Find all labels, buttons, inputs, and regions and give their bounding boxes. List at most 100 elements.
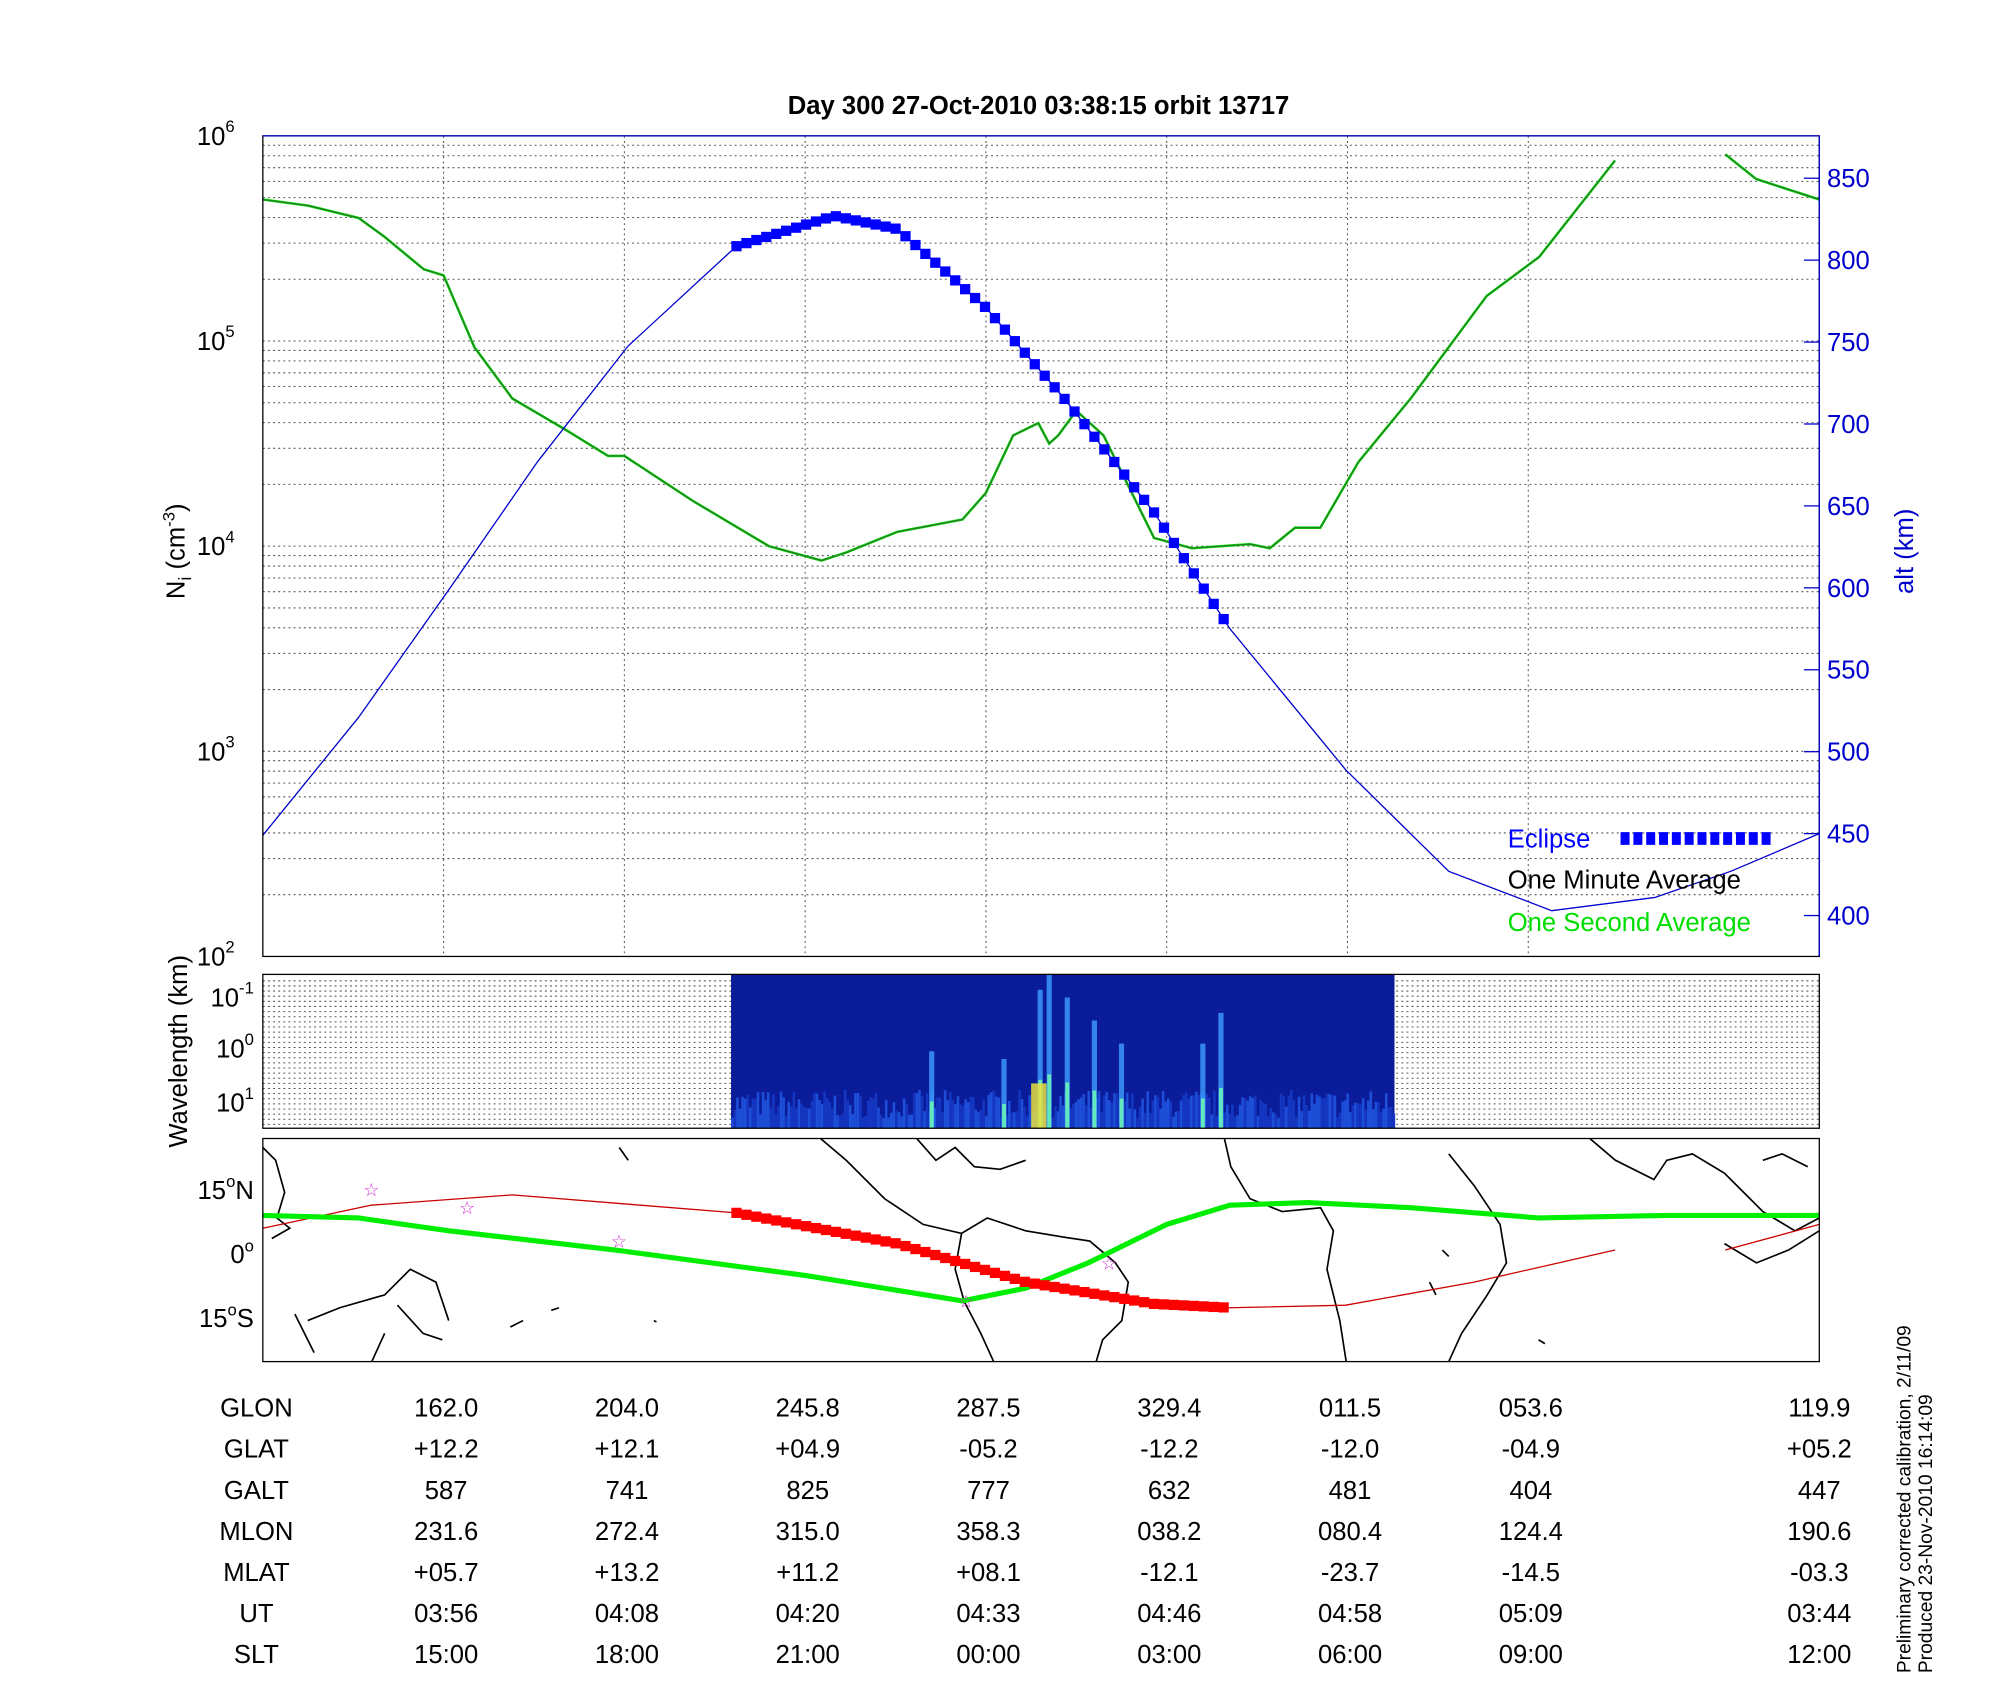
spectrogram-column [1279,1093,1283,1129]
eclipse-track-marker [890,1238,901,1249]
spectrogram-column [815,1093,819,1129]
legend: Eclipse One Minute Average One Second Av… [1508,825,1772,937]
eclipse-marker [1029,359,1040,370]
spectrogram-column [759,1114,762,1129]
spectrogram-column [874,1093,878,1129]
eclipse-track-marker [1049,1281,1060,1293]
table-cell: 18:00 [595,1641,659,1669]
table-cell: 741 [606,1477,649,1505]
spectrogram-column [1123,1101,1126,1129]
spectrogram-column [1297,1096,1301,1129]
eclipse-track-marker [850,1230,861,1241]
spectrogram-column [754,1098,757,1129]
table-cell: 124.4 [1499,1518,1563,1546]
spectrogram-column [1159,1108,1162,1129]
eclipse-track-marker [979,1264,991,1276]
spectrogram-column [879,1114,883,1129]
spectrogram-column [1313,1103,1316,1129]
spectrogram-column [1238,1104,1242,1129]
table-cell: -12.1 [1140,1559,1198,1587]
table-cell: 825 [786,1477,829,1505]
spectrogram-column [1233,1116,1237,1129]
table-row-label: SLT [234,1641,279,1669]
table-cell: -14.5 [1502,1559,1560,1587]
table-cell: -05.2 [959,1436,1017,1464]
eclipse-track-marker [1208,1301,1219,1313]
map-frame [262,1137,1820,1363]
spectrogram-column [1013,1112,1016,1129]
eclipse-track-marker [840,1228,851,1239]
eclipse-marker [950,275,961,286]
table-cell: -04.9 [1502,1436,1560,1464]
eclipse-marker [1218,613,1229,625]
spectrogram-column [1387,1107,1391,1129]
spectrogram-column [1269,1108,1273,1129]
spectrogram-column [902,1098,906,1129]
eclipse-marker [1129,482,1140,493]
table-cell: 04:20 [776,1600,840,1628]
eclipse-track-marker [1079,1286,1090,1298]
spectrogram-column [813,1092,816,1129]
spectrogram-column [866,1100,870,1129]
spectrogram-column [1318,1096,1321,1129]
spectrogram-column [1061,1105,1065,1129]
spectrogram-streak-core [1002,1104,1006,1129]
spectrogram-column [761,1091,765,1129]
spectrogram-column [1379,1112,1383,1129]
eclipse-marker [890,223,901,234]
spectrogram-column [1149,1113,1152,1129]
right-axis-label: alt (km) [1891,509,1919,594]
eclipse-track-marker [880,1236,891,1247]
spectrogram-column [964,1099,967,1129]
spectrogram-column [1305,1105,1308,1129]
eclipse-track-marker [1039,1280,1050,1291]
magnetic-equator-line [262,1200,1820,1304]
latitude-tick-label: 15oN [198,1172,254,1205]
table-cell: 15:00 [414,1641,478,1669]
spectrogram-column [915,1093,919,1129]
eclipse-track-marker [1119,1293,1130,1304]
spectrogram-column [1184,1092,1188,1129]
spectrogram-column [769,1107,773,1129]
spectrogram-column [959,1104,962,1129]
spectrogram-column [1192,1095,1196,1129]
production-note: Produced 23-Nov-2010 16:14:09 [1916,1394,1937,1673]
spectrogram-column [1010,1112,1014,1129]
spectrogram-column [1056,1111,1060,1129]
spectrogram-column [859,1096,862,1129]
map-tracks: ☆ ☆ ☆ ☆ ☆ [262,1180,1820,1313]
eclipse-marker [920,248,931,260]
spectrogram-column [833,1095,837,1129]
eclipse-track-marker [1019,1276,1030,1287]
eclipse-track-marker [771,1215,782,1226]
spectrogram-column [972,1096,975,1129]
spectrogram-column [843,1089,847,1129]
eclipse-marker [880,221,891,232]
spectrogram-streak-core [1219,1087,1223,1129]
spectrogram-streak [1218,1012,1224,1129]
eclipse-marker [870,219,881,230]
y2-tick-label: 650 [1827,493,1870,521]
spectrogram-streak-core [1200,1098,1205,1129]
spectrogram-column [1384,1093,1388,1129]
spectrogram-column [1125,1092,1129,1129]
spectrogram-column [1354,1102,1357,1129]
spectrogram-column [831,1108,834,1129]
spectrogram-column [979,1109,983,1129]
spectrogram-column [731,1117,734,1129]
eclipse-track-marker [1158,1299,1170,1310]
spectrogram-column [848,1105,852,1129]
spectrogram-column [1128,1108,1132,1129]
eclipse-track-marker [870,1234,881,1245]
eclipse-track-marker [960,1258,971,1270]
left-axis-label: Ni (cm-3) [159,503,195,599]
spectrogram-column [838,1115,842,1129]
spectrogram-column [882,1117,885,1129]
spectrogram-column [1246,1100,1250,1129]
spectrogram-streak [1064,997,1070,1129]
spectrogram-column [1077,1099,1080,1129]
spectrogram-column [895,1110,898,1129]
spectrogram-column [1292,1099,1296,1129]
spectrogram-streak [1118,1043,1125,1129]
spectrogram-column [1290,1089,1293,1129]
